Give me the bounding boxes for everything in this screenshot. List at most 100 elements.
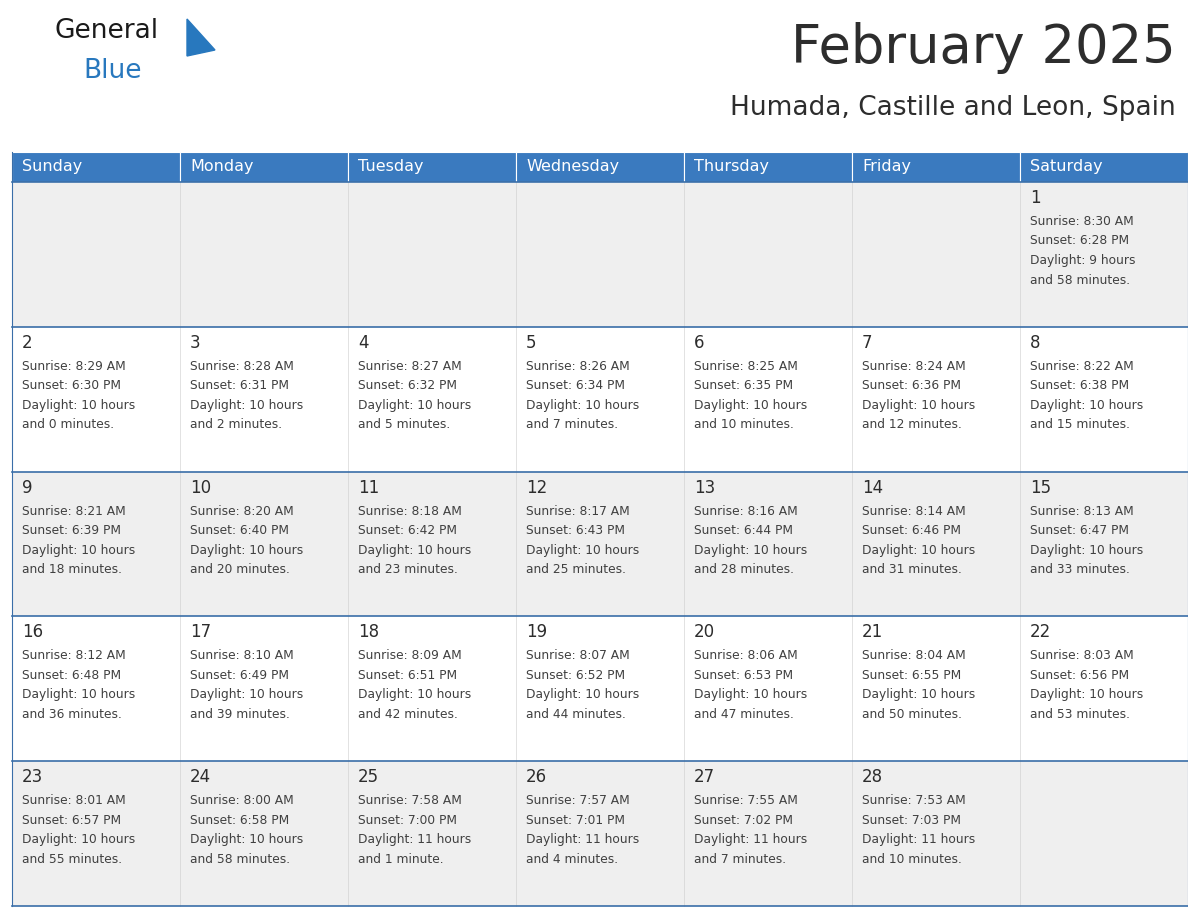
Text: Sunset: 6:51 PM: Sunset: 6:51 PM <box>358 669 457 682</box>
Text: Blue: Blue <box>83 58 141 84</box>
Text: Daylight: 10 hours: Daylight: 10 hours <box>526 543 639 556</box>
Text: Sunrise: 8:26 AM: Sunrise: 8:26 AM <box>526 360 630 373</box>
Text: Friday: Friday <box>862 160 911 174</box>
Text: Saturday: Saturday <box>1030 160 1102 174</box>
Text: Daylight: 11 hours: Daylight: 11 hours <box>694 834 808 846</box>
Text: Daylight: 10 hours: Daylight: 10 hours <box>23 543 135 556</box>
Text: Sunset: 7:02 PM: Sunset: 7:02 PM <box>694 813 794 827</box>
Text: Sunset: 7:01 PM: Sunset: 7:01 PM <box>526 813 625 827</box>
Text: Daylight: 10 hours: Daylight: 10 hours <box>190 688 303 701</box>
Text: Daylight: 10 hours: Daylight: 10 hours <box>190 834 303 846</box>
Text: and 58 minutes.: and 58 minutes. <box>1030 274 1130 286</box>
Text: and 12 minutes.: and 12 minutes. <box>862 419 962 431</box>
Text: Daylight: 10 hours: Daylight: 10 hours <box>862 543 975 556</box>
Text: and 5 minutes.: and 5 minutes. <box>358 419 450 431</box>
Text: Daylight: 11 hours: Daylight: 11 hours <box>526 834 639 846</box>
Text: Sunrise: 8:07 AM: Sunrise: 8:07 AM <box>526 649 630 663</box>
Text: Sunset: 6:52 PM: Sunset: 6:52 PM <box>526 669 625 682</box>
Text: and 36 minutes.: and 36 minutes. <box>23 708 122 721</box>
Text: Sunrise: 8:30 AM: Sunrise: 8:30 AM <box>1030 215 1133 228</box>
Text: Daylight: 10 hours: Daylight: 10 hours <box>190 543 303 556</box>
Text: Daylight: 10 hours: Daylight: 10 hours <box>190 398 303 412</box>
Text: Sunrise: 8:21 AM: Sunrise: 8:21 AM <box>23 505 126 518</box>
Text: 4: 4 <box>358 334 368 352</box>
Text: and 44 minutes.: and 44 minutes. <box>526 708 626 721</box>
Text: Daylight: 10 hours: Daylight: 10 hours <box>23 688 135 701</box>
Text: Sunday: Sunday <box>23 160 82 174</box>
Text: Daylight: 10 hours: Daylight: 10 hours <box>1030 543 1143 556</box>
Text: Daylight: 10 hours: Daylight: 10 hours <box>358 398 472 412</box>
Text: 2: 2 <box>23 334 32 352</box>
Text: Sunrise: 7:53 AM: Sunrise: 7:53 AM <box>862 794 966 807</box>
Text: February 2025: February 2025 <box>791 22 1176 74</box>
Text: and 18 minutes.: and 18 minutes. <box>23 563 122 577</box>
Text: and 25 minutes.: and 25 minutes. <box>526 563 626 577</box>
Text: Sunset: 6:40 PM: Sunset: 6:40 PM <box>190 524 289 537</box>
Text: 14: 14 <box>862 478 883 497</box>
Text: 1: 1 <box>1030 189 1041 207</box>
Polygon shape <box>187 19 215 56</box>
Text: 6: 6 <box>694 334 704 352</box>
Text: 12: 12 <box>526 478 548 497</box>
Text: and 53 minutes.: and 53 minutes. <box>1030 708 1130 721</box>
Text: Daylight: 9 hours: Daylight: 9 hours <box>1030 254 1136 267</box>
Text: and 20 minutes.: and 20 minutes. <box>190 563 290 577</box>
Bar <box>12 616 1188 761</box>
Bar <box>12 182 1188 327</box>
Bar <box>181 152 348 182</box>
Text: Sunset: 6:47 PM: Sunset: 6:47 PM <box>1030 524 1129 537</box>
Text: and 4 minutes.: and 4 minutes. <box>526 853 618 866</box>
Text: Sunrise: 8:28 AM: Sunrise: 8:28 AM <box>190 360 293 373</box>
Text: 25: 25 <box>358 768 379 786</box>
Bar <box>12 152 181 182</box>
Text: and 47 minutes.: and 47 minutes. <box>694 708 794 721</box>
Text: Sunset: 6:31 PM: Sunset: 6:31 PM <box>190 379 289 392</box>
Text: and 39 minutes.: and 39 minutes. <box>190 708 290 721</box>
Text: Sunset: 6:32 PM: Sunset: 6:32 PM <box>358 379 457 392</box>
Text: Monday: Monday <box>190 160 253 174</box>
Text: Thursday: Thursday <box>694 160 769 174</box>
Text: Daylight: 10 hours: Daylight: 10 hours <box>23 834 135 846</box>
Text: and 7 minutes.: and 7 minutes. <box>694 853 786 866</box>
Text: Sunset: 6:58 PM: Sunset: 6:58 PM <box>190 813 289 827</box>
Text: Sunset: 6:42 PM: Sunset: 6:42 PM <box>358 524 457 537</box>
Text: Sunrise: 8:13 AM: Sunrise: 8:13 AM <box>1030 505 1133 518</box>
Text: Sunrise: 8:18 AM: Sunrise: 8:18 AM <box>358 505 462 518</box>
Text: 7: 7 <box>862 334 872 352</box>
Text: 9: 9 <box>23 478 32 497</box>
Text: Sunrise: 8:12 AM: Sunrise: 8:12 AM <box>23 649 126 663</box>
Text: General: General <box>55 18 159 44</box>
Text: 21: 21 <box>862 623 883 642</box>
Text: 24: 24 <box>190 768 211 786</box>
Text: Sunset: 6:56 PM: Sunset: 6:56 PM <box>1030 669 1129 682</box>
Text: Sunset: 6:53 PM: Sunset: 6:53 PM <box>694 669 794 682</box>
Text: Daylight: 10 hours: Daylight: 10 hours <box>526 688 639 701</box>
Bar <box>12 761 1188 906</box>
Text: 10: 10 <box>190 478 211 497</box>
Text: Sunset: 6:36 PM: Sunset: 6:36 PM <box>862 379 961 392</box>
Text: Sunset: 6:39 PM: Sunset: 6:39 PM <box>23 524 121 537</box>
Text: Sunrise: 8:03 AM: Sunrise: 8:03 AM <box>1030 649 1133 663</box>
Text: Sunrise: 8:09 AM: Sunrise: 8:09 AM <box>358 649 462 663</box>
Text: and 0 minutes.: and 0 minutes. <box>23 419 114 431</box>
Text: 23: 23 <box>23 768 43 786</box>
Text: and 33 minutes.: and 33 minutes. <box>1030 563 1130 577</box>
Text: Sunset: 6:34 PM: Sunset: 6:34 PM <box>526 379 625 392</box>
Text: Sunrise: 8:14 AM: Sunrise: 8:14 AM <box>862 505 966 518</box>
Text: Sunrise: 8:16 AM: Sunrise: 8:16 AM <box>694 505 798 518</box>
Text: 19: 19 <box>526 623 548 642</box>
Text: and 55 minutes.: and 55 minutes. <box>23 853 122 866</box>
Text: Daylight: 10 hours: Daylight: 10 hours <box>526 398 639 412</box>
Text: and 15 minutes.: and 15 minutes. <box>1030 419 1130 431</box>
Text: Sunrise: 8:01 AM: Sunrise: 8:01 AM <box>23 794 126 807</box>
Text: Daylight: 11 hours: Daylight: 11 hours <box>358 834 472 846</box>
Text: Sunrise: 8:06 AM: Sunrise: 8:06 AM <box>694 649 798 663</box>
Text: Sunrise: 8:25 AM: Sunrise: 8:25 AM <box>694 360 798 373</box>
Text: Daylight: 10 hours: Daylight: 10 hours <box>358 688 472 701</box>
Text: and 10 minutes.: and 10 minutes. <box>694 419 794 431</box>
Text: 8: 8 <box>1030 334 1041 352</box>
Text: Daylight: 10 hours: Daylight: 10 hours <box>694 398 808 412</box>
Text: 3: 3 <box>190 334 201 352</box>
Text: Sunset: 7:00 PM: Sunset: 7:00 PM <box>358 813 457 827</box>
Text: Sunset: 6:44 PM: Sunset: 6:44 PM <box>694 524 794 537</box>
